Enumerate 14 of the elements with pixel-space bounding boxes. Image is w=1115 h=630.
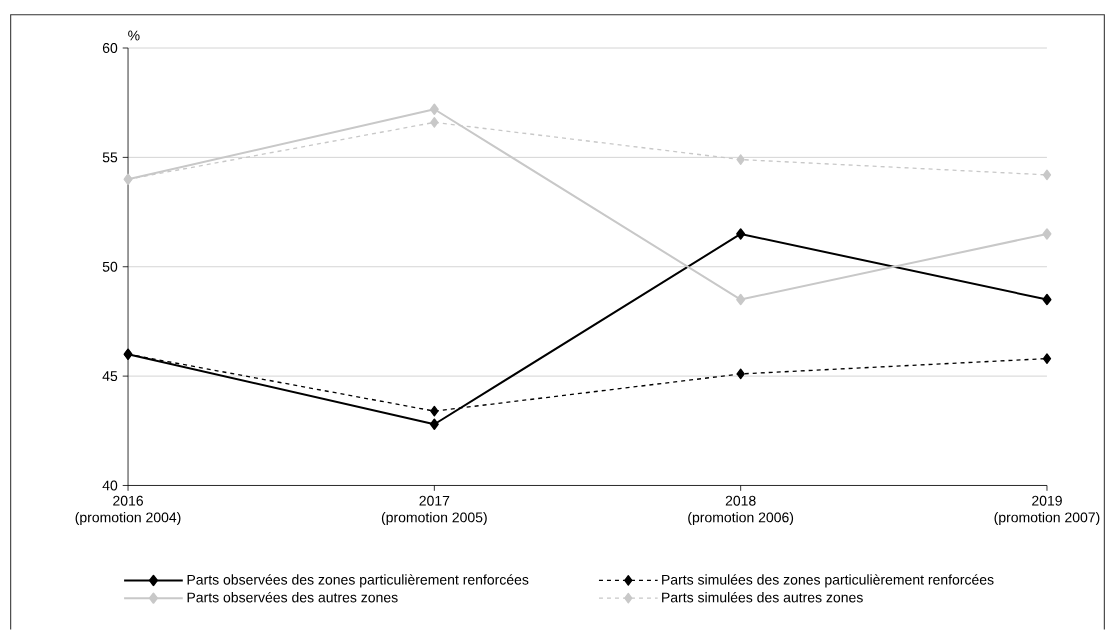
x-tick-label: 2018 (promotion 2006) — [688, 495, 794, 526]
y-axis-title: % — [128, 30, 140, 41]
x-tick-label: 2017 (promotion 2005) — [381, 495, 487, 526]
legend-label: Parts observées des zones particulièrement renforcées — [187, 574, 529, 588]
x-tick-label: 2019 (promotion 2007) — [994, 495, 1100, 526]
y-tick-label: 60 — [102, 43, 118, 54]
y-tick-label: 55 — [102, 152, 118, 163]
y-tick-label: 50 — [102, 262, 118, 272]
legend-label: Parts simulées des zones particulièrement renforcées — [662, 574, 994, 588]
legend-label: Parts simulées des autres zones — [662, 592, 863, 603]
y-tick-label: 45 — [102, 371, 118, 382]
legend-label: Parts observées des autres zones — [187, 592, 398, 603]
x-tick-label: 2016 (promotion 2004) — [75, 495, 181, 526]
y-tick-label: 40 — [102, 480, 118, 491]
